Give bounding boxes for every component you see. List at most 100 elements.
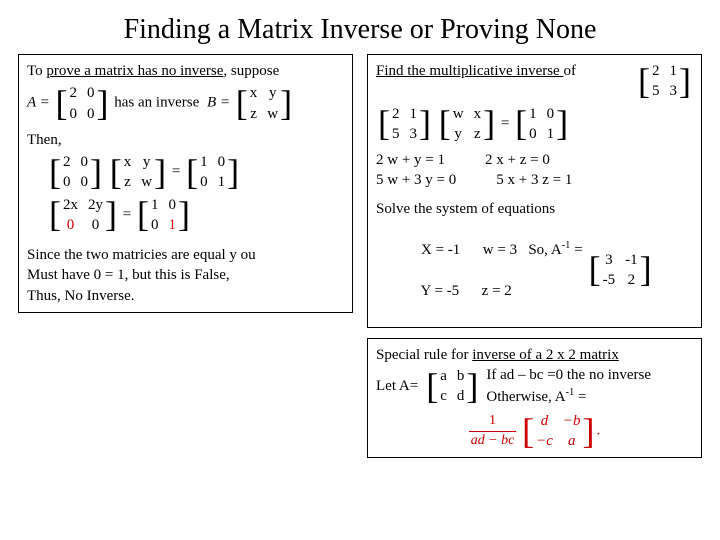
- right-column: Find the multiplicative inverse of [ 21 …: [367, 54, 702, 468]
- cell: z: [124, 172, 132, 192]
- cell: 1: [151, 195, 159, 215]
- cell: w: [141, 172, 152, 192]
- cell: a: [440, 366, 447, 386]
- rule-cond: If ad – bc =0 the no inverse: [486, 365, 651, 385]
- B-label: B =: [207, 95, 230, 111]
- cell: 0: [200, 172, 208, 192]
- eq: 2 x + z = 0: [485, 150, 550, 170]
- txt: To: [27, 63, 46, 79]
- cell: d: [536, 411, 553, 431]
- rule-body: Let A= [ ab cd ] If ad – bc =0 the no in…: [376, 365, 693, 407]
- eq: 5 w + 3 y = 0: [376, 170, 456, 190]
- inverse-result: [ 3-1 -52 ]: [589, 250, 652, 291]
- cell: 0: [151, 215, 159, 235]
- txt: , suppose: [223, 63, 279, 79]
- sup: -1: [566, 387, 575, 398]
- find-intro: Find the multiplicative inverse of [ 21 …: [376, 61, 693, 102]
- special-rule-box: Special rule for inverse of a 2 x 2 matr…: [367, 338, 702, 458]
- cell: 2: [70, 83, 78, 103]
- cell: w: [267, 104, 278, 124]
- cell: 0: [88, 215, 103, 235]
- suppose-line: A = [ 20 00 ] has an inverse B = [ xy zw…: [27, 83, 344, 124]
- txt-underline: prove a matrix has no inverse: [46, 63, 223, 79]
- prove-no-inverse-box: To prove a matrix has no inverse, suppos…: [18, 54, 353, 313]
- matrix-A: A = [ 20 00 ]: [27, 83, 111, 124]
- cell: 0: [529, 124, 537, 144]
- matrix-B: B = [ xy zw ]: [207, 83, 294, 124]
- solve-line: Y = -5 z = 2: [420, 283, 511, 299]
- cell: w: [453, 104, 464, 124]
- cell: 5: [652, 81, 660, 101]
- rule-heading: Special rule for inverse of a 2 x 2 matr…: [376, 345, 693, 365]
- conc-line: Since the two matricies are equal y ou: [27, 245, 344, 265]
- cell: 2: [63, 152, 71, 172]
- abcd-matrix: [ ab cd ]: [426, 366, 478, 407]
- cell: 1: [410, 104, 418, 124]
- solve-line: X = -1 w = 3 So, A: [421, 242, 562, 258]
- cell: 3: [670, 81, 678, 101]
- cell: 2: [625, 270, 638, 290]
- cell: −c: [536, 431, 553, 451]
- txt: of: [563, 63, 576, 79]
- solve-line: =: [570, 242, 582, 258]
- cell: 0: [547, 104, 555, 124]
- cell: 2x: [63, 195, 78, 215]
- cell: x: [474, 104, 482, 124]
- cell: 1: [547, 124, 555, 144]
- prove-intro: To prove a matrix has no inverse, suppos…: [27, 61, 344, 81]
- denominator: ad − bc: [469, 432, 517, 451]
- cell: 3: [603, 250, 616, 270]
- conclusion: Since the two matricies are equal y ou M…: [27, 245, 344, 306]
- cell: a: [563, 431, 581, 451]
- cell: 0: [168, 195, 176, 215]
- cell: 2y: [88, 195, 103, 215]
- cell: 0: [70, 104, 78, 124]
- cell: 1: [529, 104, 537, 124]
- equation-system: 2 w + y = 1 2 x + z = 0 5 w + 3 y = 0 5 …: [376, 150, 693, 191]
- A-label: A =: [27, 95, 50, 111]
- has-inverse-text: has an inverse: [114, 95, 199, 111]
- find-inverse-box: Find the multiplicative inverse of [ 21 …: [367, 54, 702, 328]
- cell-hl: 1: [168, 215, 176, 235]
- cell: 1: [200, 152, 208, 172]
- cell: -5: [603, 270, 616, 290]
- solve-block: Solve the system of equations X = -1 w =…: [376, 199, 693, 322]
- txt-underline: Find the multiplicative inverse: [376, 63, 563, 79]
- conc-line: Thus, No Inverse.: [27, 286, 344, 306]
- cell: −b: [563, 411, 581, 431]
- eq-line-2: [ 2x2y 00 ] = [ 10 01 ]: [47, 195, 344, 236]
- cell: 5: [392, 124, 400, 144]
- eq-line-1: [ 20 00 ] [ xy zw ] = [ 10 01 ]: [47, 152, 344, 193]
- rule-else2: =: [574, 389, 586, 405]
- cell: b: [457, 366, 465, 386]
- cell: z: [250, 104, 258, 124]
- inverse-formula: 1 ad − bc [ d−b −ca ].: [376, 411, 693, 452]
- cell: 3: [410, 124, 418, 144]
- solve-heading: Solve the system of equations: [376, 199, 693, 219]
- cell: 0: [218, 152, 226, 172]
- cell: 0: [81, 152, 89, 172]
- eq: 2 w + y = 1: [376, 150, 445, 170]
- page-title: Finding a Matrix Inverse or Proving None: [0, 0, 720, 54]
- cell: 0: [81, 172, 89, 192]
- let-a: Let A=: [376, 376, 418, 396]
- cell: y: [267, 83, 278, 103]
- txt: Special rule for: [376, 347, 472, 363]
- cell: c: [440, 386, 447, 406]
- left-column: To prove a matrix has no inverse, suppos…: [18, 54, 353, 468]
- product-eq: [ 21 53 ] [ wx yz ] = [ 10 01 ]: [376, 104, 693, 145]
- cell: 0: [63, 172, 71, 192]
- target-matrix: [ 21 53 ]: [638, 61, 691, 102]
- txt-underline: inverse of a 2 x 2 matrix: [472, 347, 619, 363]
- cell: x: [124, 152, 132, 172]
- cell: d: [457, 386, 465, 406]
- cell: 2: [392, 104, 400, 124]
- cell: 0: [87, 83, 95, 103]
- then-label: Then,: [27, 130, 344, 150]
- cell: y: [453, 124, 464, 144]
- eq: 5 x + 3 z = 1: [496, 170, 572, 190]
- adjugate-matrix: [ d−b −ca ]: [522, 411, 594, 452]
- cell: 1: [670, 61, 678, 81]
- cell: 1: [218, 172, 226, 192]
- cell: y: [141, 152, 152, 172]
